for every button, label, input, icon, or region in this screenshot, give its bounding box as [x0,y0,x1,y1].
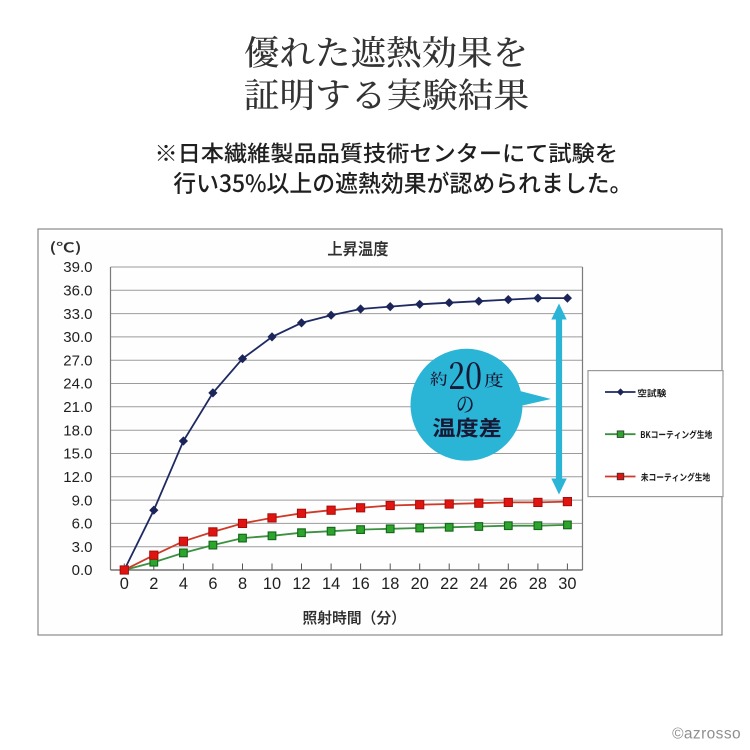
svg-text:14: 14 [322,575,340,593]
svg-text:24.0: 24.0 [63,376,92,393]
svg-text:©azrosso: ©azrosso [672,726,741,743]
svg-text:9.0: 9.0 [72,492,93,509]
svg-text:2: 2 [149,575,158,593]
svg-text:0.0: 0.0 [72,562,93,579]
svg-text:18: 18 [381,575,399,593]
svg-text:4: 4 [179,575,188,593]
svg-text:39.0: 39.0 [63,259,92,276]
svg-text:15.0: 15.0 [63,446,92,463]
svg-text:21.0: 21.0 [63,399,92,416]
svg-text:24: 24 [470,575,488,593]
svg-text:26: 26 [499,575,517,593]
svg-text:6: 6 [208,575,217,593]
svg-text:10: 10 [263,575,281,593]
svg-text:28: 28 [529,575,547,593]
svg-text:16: 16 [351,575,369,593]
svg-text:36.0: 36.0 [63,283,92,300]
svg-text:8: 8 [238,575,247,593]
svg-text:30: 30 [558,575,576,593]
svg-text:33.0: 33.0 [63,306,92,323]
svg-text:12: 12 [292,575,310,593]
svg-text:27.0: 27.0 [63,352,92,369]
svg-text:30.0: 30.0 [63,329,92,346]
svg-text:12.0: 12.0 [63,469,92,486]
svg-text:6.0: 6.0 [72,516,93,533]
svg-text:18.0: 18.0 [63,422,92,439]
svg-text:20: 20 [411,575,429,593]
svg-text:22: 22 [440,575,458,593]
svg-text:0: 0 [120,575,129,593]
svg-text:3.0: 3.0 [72,539,93,556]
